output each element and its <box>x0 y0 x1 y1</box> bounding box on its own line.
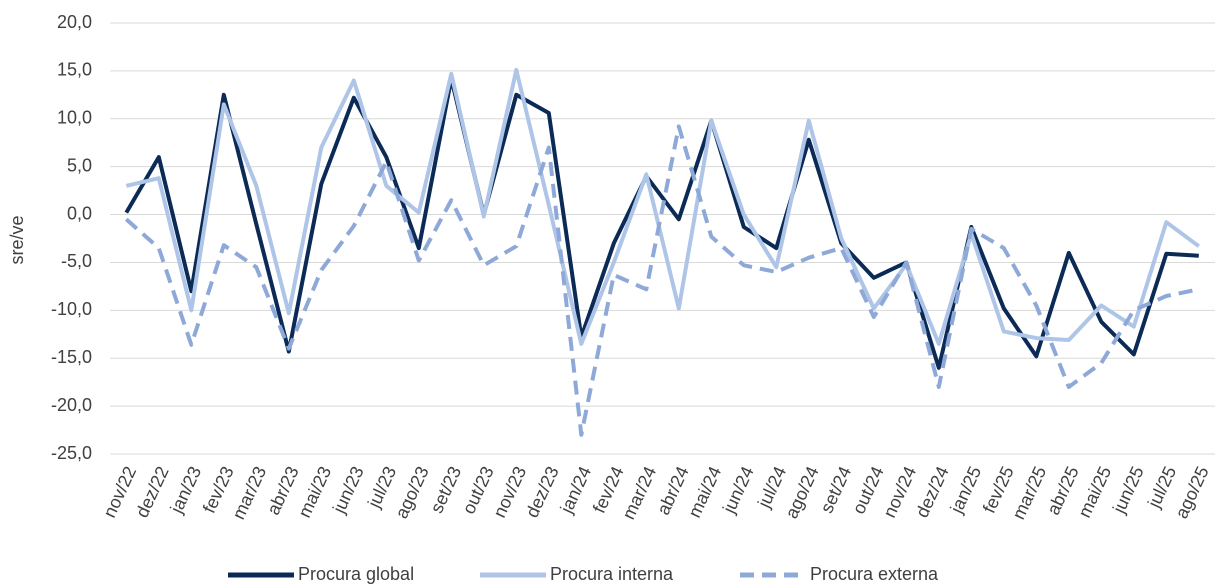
y-tick-label: -20,0 <box>51 395 92 415</box>
y-tick-label: 5,0 <box>67 155 92 175</box>
y-tick-label: 10,0 <box>57 108 92 128</box>
y-tick-label: -10,0 <box>51 299 92 319</box>
y-tick-label: 0,0 <box>67 203 92 223</box>
y-tick-label: -25,0 <box>51 443 92 463</box>
data-line <box>125 67 1200 346</box>
y-tick-label: -15,0 <box>51 347 92 367</box>
y-tick-label: 15,0 <box>57 60 92 80</box>
legend-label: Procura global <box>298 564 414 584</box>
legend-label: Procura interna <box>550 564 674 584</box>
y-tick-label: 20,0 <box>57 12 92 32</box>
legend-label: Procura externa <box>810 564 939 584</box>
y-axis-title: sre/ve <box>7 215 27 264</box>
data-line <box>124 124 1200 437</box>
data-line <box>124 76 1199 370</box>
y-tick-label: -5,0 <box>61 251 92 271</box>
